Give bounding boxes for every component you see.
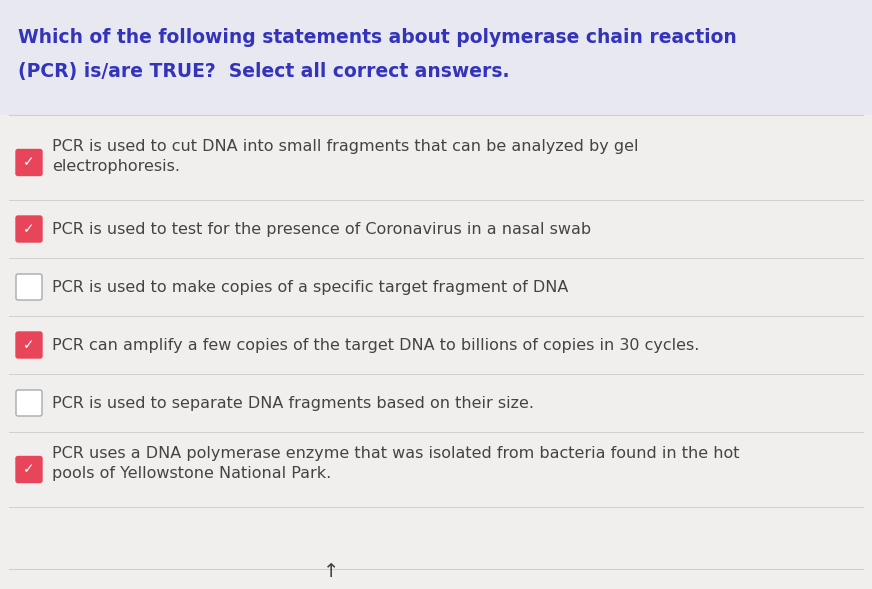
FancyBboxPatch shape	[16, 390, 42, 416]
Text: Which of the following statements about polymerase chain reaction: Which of the following statements about …	[18, 28, 737, 47]
Text: PCR is used to test for the presence of Coronavirus in a nasal swab: PCR is used to test for the presence of …	[52, 222, 591, 237]
Text: PCR is used to separate DNA fragments based on their size.: PCR is used to separate DNA fragments ba…	[52, 396, 534, 411]
Text: ↑: ↑	[324, 562, 339, 581]
FancyBboxPatch shape	[16, 332, 42, 358]
Text: ✓: ✓	[24, 155, 35, 170]
Text: pools of Yellowstone National Park.: pools of Yellowstone National Park.	[52, 466, 331, 481]
FancyBboxPatch shape	[16, 150, 42, 176]
Text: electrophoresis.: electrophoresis.	[52, 159, 180, 174]
Text: ✓: ✓	[24, 222, 35, 236]
Text: PCR uses a DNA polymerase enzyme that was isolated from bacteria found in the ho: PCR uses a DNA polymerase enzyme that wa…	[52, 446, 739, 461]
Text: (PCR) is/are TRUE?  Select all correct answers.: (PCR) is/are TRUE? Select all correct an…	[18, 62, 509, 81]
Text: PCR is used to make copies of a specific target fragment of DNA: PCR is used to make copies of a specific…	[52, 280, 569, 295]
Text: ✓: ✓	[24, 338, 35, 352]
Text: ✓: ✓	[24, 462, 35, 477]
FancyBboxPatch shape	[16, 216, 42, 242]
Text: PCR is used to cut DNA into small fragments that can be analyzed by gel: PCR is used to cut DNA into small fragme…	[52, 139, 638, 154]
Text: PCR can amplify a few copies of the target DNA to billions of copies in 30 cycle: PCR can amplify a few copies of the targ…	[52, 338, 699, 353]
FancyBboxPatch shape	[16, 274, 42, 300]
FancyBboxPatch shape	[0, 0, 872, 115]
FancyBboxPatch shape	[16, 456, 42, 482]
